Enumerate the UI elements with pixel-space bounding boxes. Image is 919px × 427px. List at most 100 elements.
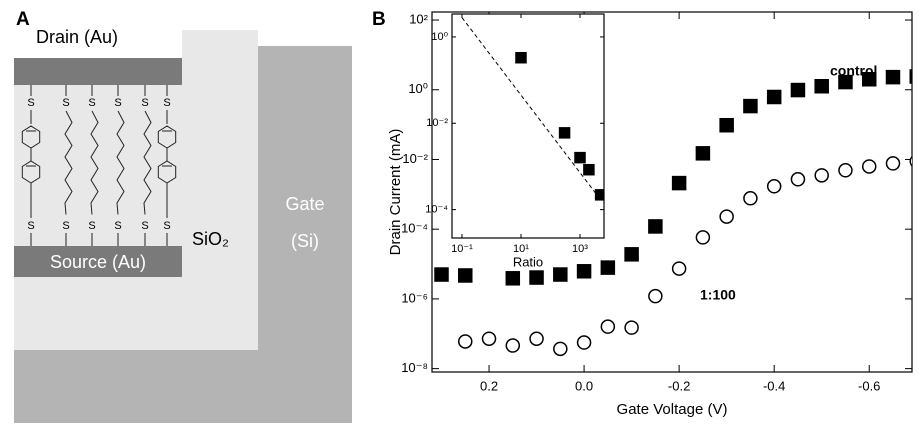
- y-tick-label: 10⁰: [431, 31, 448, 43]
- square-marker: [695, 146, 711, 161]
- circle-marker: [814, 168, 829, 183]
- x-tick-label: 0.0: [575, 378, 593, 393]
- source-electrode: [14, 246, 182, 277]
- circle-marker: [885, 156, 901, 171]
- square-marker: [576, 264, 592, 279]
- circle-marker: [790, 172, 806, 187]
- sulfur-label: S: [163, 220, 170, 232]
- x-axis-label: Ratio: [513, 254, 543, 269]
- square-marker: [790, 82, 806, 98]
- sulfur-label: S: [27, 97, 34, 109]
- y-tick-label: 10⁻⁶: [401, 290, 428, 305]
- square-marker: [600, 260, 616, 275]
- square-marker: [458, 268, 473, 283]
- fit-line: [461, 17, 601, 201]
- gate-layer: [14, 350, 352, 423]
- circle-marker: [719, 209, 734, 224]
- plot-area: [451, 13, 605, 239]
- oxide-label: SiO₂: [192, 229, 229, 249]
- y-tick-label: 10⁰: [408, 81, 428, 96]
- device-diagram: S S S S S S S S S S S S Drain (Au) Source (Au) SiO₂…: [14, 9, 352, 423]
- sulfur-label: S: [27, 220, 34, 232]
- drain-label: Drain (Au): [36, 27, 118, 47]
- panel-label: A: [16, 9, 30, 30]
- panel-label: B: [372, 9, 386, 30]
- sulfur-label: S: [163, 97, 170, 109]
- circle-marker: [766, 179, 782, 194]
- gate-label: Gate: [285, 194, 324, 214]
- square-marker: [743, 98, 758, 114]
- square-marker: [594, 189, 604, 201]
- circle-marker: [671, 261, 687, 276]
- alkane-chain: [116, 110, 125, 215]
- circle-marker: [624, 320, 639, 335]
- y-tick-label: 10⁻²: [426, 117, 448, 129]
- chart: 10⁻¹ 10¹ 10³ 10⁰ 10⁻² 10⁻⁴ Ratio: [425, 13, 605, 269]
- oxide-layer: [182, 30, 258, 350]
- y-tick-label: 10⁻⁴: [401, 221, 428, 236]
- square-marker: [861, 72, 877, 87]
- x-tick-label: -0.4: [763, 378, 785, 393]
- square-marker: [434, 267, 449, 282]
- square-marker: [574, 151, 586, 164]
- square-marker: [671, 175, 687, 191]
- drain-electrode: [14, 58, 182, 85]
- benzene-ring: [21, 125, 41, 149]
- alkane-chain: [143, 110, 152, 215]
- y-tick-label: 10⁻⁴: [425, 204, 448, 216]
- circle-marker: [505, 338, 521, 353]
- source-label: Source (Au): [50, 252, 146, 272]
- square-marker: [624, 247, 639, 262]
- annotation: 1:100: [700, 287, 736, 303]
- circle-marker: [458, 334, 473, 349]
- x-tick-label: 10⁻¹: [451, 243, 473, 255]
- benzene-ring: [157, 125, 177, 149]
- x-tick-label: 10³: [572, 243, 588, 255]
- sulfur-label: S: [114, 220, 121, 232]
- circle-marker: [861, 159, 877, 174]
- square-marker: [885, 69, 901, 85]
- sulfur-label: S: [141, 220, 148, 232]
- square-marker: [583, 163, 595, 176]
- y-tick-label: 10⁻⁸: [401, 360, 428, 375]
- plot-marks: [461, 17, 604, 201]
- square-marker: [838, 74, 853, 90]
- circle-marker: [600, 319, 616, 334]
- x-tick-label: -0.2: [668, 378, 690, 393]
- annotation: control: [830, 63, 877, 79]
- square-marker: [515, 51, 527, 64]
- circle-marker: [838, 163, 853, 178]
- x-tick-label: 10¹: [513, 243, 529, 255]
- y-tick-label: 10²: [409, 11, 428, 26]
- y-tick-label: 10⁻²: [402, 151, 428, 166]
- gate-label: (Si): [291, 231, 319, 251]
- circle-marker: [529, 331, 544, 346]
- circle-marker: [648, 288, 663, 304]
- alkane-chain: [90, 110, 99, 215]
- y-axis-label: Drain Current (mA): [387, 129, 404, 256]
- square-marker: [553, 267, 568, 282]
- sulfur-label: S: [88, 97, 95, 109]
- circle-marker: [576, 335, 592, 350]
- square-marker: [814, 79, 829, 94]
- square-marker: [719, 117, 734, 133]
- circle-marker: [695, 230, 711, 245]
- plot-marks: [434, 69, 912, 357]
- square-marker: [529, 270, 544, 285]
- circle-marker: [909, 155, 912, 167]
- sulfur-label: S: [114, 97, 121, 109]
- sulfur-label: S: [62, 97, 69, 109]
- square-marker: [766, 89, 782, 105]
- square-marker: [558, 127, 571, 139]
- square-marker: [505, 271, 521, 286]
- x-tick-label: 0.2: [480, 378, 498, 393]
- molecules: S S S S S S S S S S S S: [21, 85, 177, 246]
- circle-marker: [481, 331, 497, 346]
- sulfur-label: S: [141, 97, 148, 109]
- circle-marker: [743, 191, 758, 206]
- circle-marker: [553, 341, 568, 357]
- square-marker: [909, 69, 912, 84]
- square-marker: [648, 219, 663, 234]
- sulfur-label: S: [62, 220, 69, 232]
